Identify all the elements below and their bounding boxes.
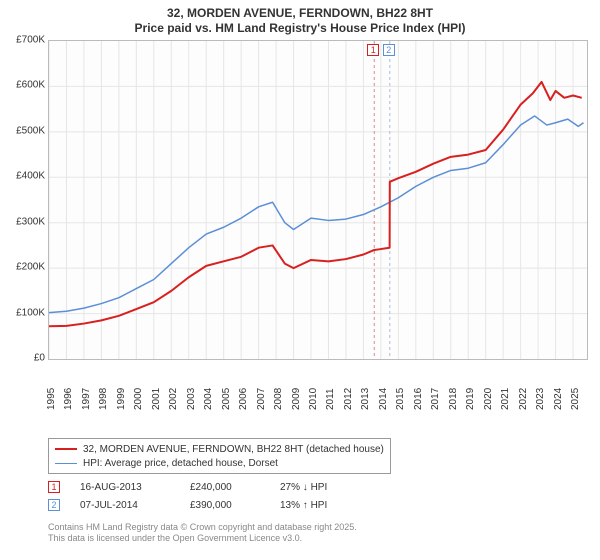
x-tick-label: 2020 <box>483 388 494 410</box>
sale-marker-1: 1 <box>367 44 379 56</box>
x-tick-label: 2013 <box>360 388 371 410</box>
x-tick-label: 2004 <box>203 388 214 410</box>
sale-row-marker: 2 <box>48 499 60 511</box>
x-tick-label: 2018 <box>448 388 459 410</box>
plot-area <box>48 40 588 360</box>
y-tick-label: £700K <box>16 35 45 46</box>
y-tick-label: £300K <box>16 216 45 227</box>
x-tick-label: 2000 <box>133 388 144 410</box>
x-axis-labels: 1995199619971998199920002001200220032004… <box>48 362 588 400</box>
legend-swatch <box>55 448 77 450</box>
x-tick-label: 2006 <box>238 388 249 410</box>
sale-diff: 27% ↓ HPI <box>280 482 370 493</box>
sale-price: £240,000 <box>190 482 280 493</box>
y-tick-label: £100K <box>16 307 45 318</box>
sales-table: 1 16-AUG-2013£240,00027% ↓ HPI 2 07-JUL-201… <box>48 478 370 514</box>
y-tick-label: £0 <box>34 353 45 364</box>
legend-row: HPI: Average price, detached house, Dors… <box>55 456 384 470</box>
plot-svg <box>49 41 587 359</box>
x-tick-label: 1996 <box>63 388 74 410</box>
chart-area: £0£100K£200K£300K£400K£500K£600K£700K 12… <box>0 40 600 400</box>
x-tick-label: 1999 <box>116 388 127 410</box>
attribution-line2: This data is licensed under the Open Gov… <box>48 533 357 544</box>
legend-box: 32, MORDEN AVENUE, FERNDOWN, BH22 8HT (d… <box>48 438 391 474</box>
x-tick-label: 1998 <box>98 388 109 410</box>
legend-label: 32, MORDEN AVENUE, FERNDOWN, BH22 8HT (d… <box>83 444 384 455</box>
x-tick-label: 2002 <box>168 388 179 410</box>
y-tick-label: £400K <box>16 171 45 182</box>
sale-price: £390,000 <box>190 500 280 511</box>
x-tick-label: 2011 <box>325 388 336 410</box>
x-tick-label: 2015 <box>395 388 406 410</box>
chart-container: 32, MORDEN AVENUE, FERNDOWN, BH22 8HT Pr… <box>0 0 600 560</box>
x-tick-label: 2025 <box>570 388 581 410</box>
sale-row: 2 07-JUL-2014£390,00013% ↑ HPI <box>48 496 370 514</box>
y-tick-label: £500K <box>16 125 45 136</box>
x-tick-label: 2024 <box>553 388 564 410</box>
legend-swatch <box>55 463 77 464</box>
x-tick-label: 2023 <box>535 388 546 410</box>
sale-marker-2: 2 <box>383 44 395 56</box>
attribution-text: Contains HM Land Registry data © Crown c… <box>48 522 357 545</box>
chart-titles: 32, MORDEN AVENUE, FERNDOWN, BH22 8HT Pr… <box>0 0 600 35</box>
x-tick-label: 2012 <box>343 388 354 410</box>
x-tick-label: 2010 <box>308 388 319 410</box>
x-tick-label: 2003 <box>186 388 197 410</box>
x-tick-label: 2009 <box>291 388 302 410</box>
y-tick-label: £200K <box>16 262 45 273</box>
legend-label: HPI: Average price, detached house, Dors… <box>83 458 278 469</box>
x-tick-label: 1997 <box>81 388 92 410</box>
sale-row: 1 16-AUG-2013£240,00027% ↓ HPI <box>48 478 370 496</box>
title-address: 32, MORDEN AVENUE, FERNDOWN, BH22 8HT <box>0 6 600 20</box>
x-tick-label: 2014 <box>378 388 389 410</box>
legend-row: 32, MORDEN AVENUE, FERNDOWN, BH22 8HT (d… <box>55 442 384 456</box>
sale-row-marker: 1 <box>48 481 60 493</box>
sale-date: 07-JUL-2014 <box>80 500 190 511</box>
sale-diff: 13% ↑ HPI <box>280 500 370 511</box>
x-tick-label: 2005 <box>221 388 232 410</box>
sale-date: 16-AUG-2013 <box>80 482 190 493</box>
attribution-line1: Contains HM Land Registry data © Crown c… <box>48 522 357 533</box>
x-tick-label: 2016 <box>413 388 424 410</box>
x-tick-label: 2021 <box>500 388 511 410</box>
x-tick-label: 2017 <box>430 388 441 410</box>
x-tick-label: 2019 <box>465 388 476 410</box>
x-tick-label: 2001 <box>151 388 162 410</box>
y-tick-label: £600K <box>16 80 45 91</box>
x-tick-label: 2008 <box>273 388 284 410</box>
x-tick-label: 2007 <box>256 388 267 410</box>
x-tick-label: 2022 <box>518 388 529 410</box>
x-tick-label: 1995 <box>46 388 57 410</box>
title-subtitle: Price paid vs. HM Land Registry's House … <box>0 21 600 35</box>
